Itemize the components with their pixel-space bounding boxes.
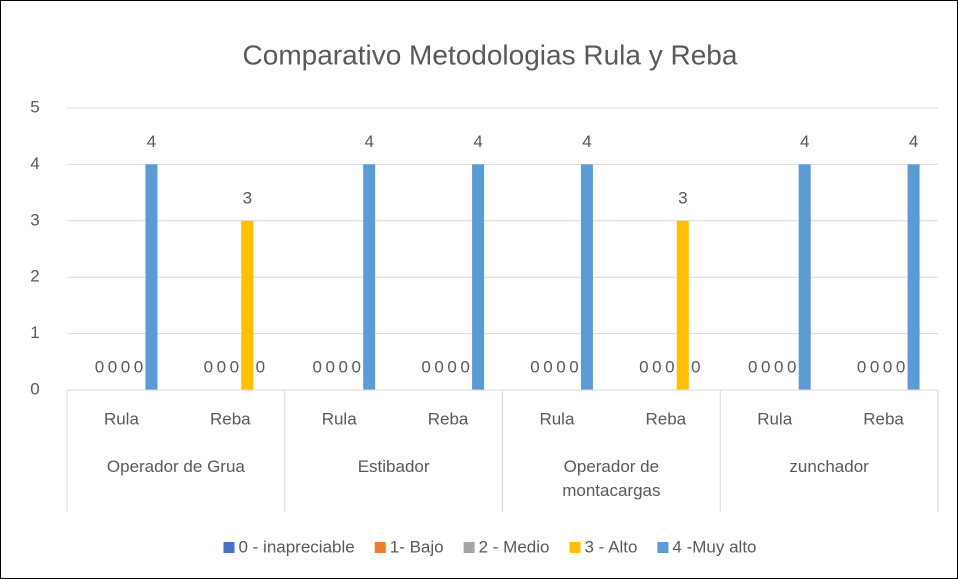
y-tick-label: 5: [30, 97, 39, 116]
data-label: 0: [256, 357, 265, 376]
bar: [798, 164, 811, 390]
group-label: Estibador: [357, 457, 430, 476]
data-label: 0: [434, 357, 443, 376]
x-tick-label: Reba: [863, 409, 904, 428]
x-tick-label: Rula: [757, 409, 793, 428]
data-label: 0: [870, 357, 879, 376]
group-label-box: zunchador: [789, 457, 869, 476]
legend-swatch: [223, 542, 235, 553]
data-label: 0: [556, 357, 565, 376]
bar: [472, 164, 485, 390]
data-label: 0: [530, 357, 539, 376]
data-label: 0: [325, 357, 334, 376]
legend-swatch: [463, 542, 475, 553]
data-label: 0: [639, 357, 648, 376]
legend-swatch: [657, 542, 669, 553]
bar: [363, 164, 376, 390]
y-tick-label: 0: [30, 379, 39, 398]
data-label: 0: [652, 357, 661, 376]
data-label: 0: [774, 357, 783, 376]
legend-label: 1- Bajo: [390, 537, 444, 556]
bar: [580, 164, 593, 390]
data-label: 0: [447, 357, 456, 376]
data-label: 3: [678, 188, 687, 207]
data-label: 0: [787, 357, 796, 376]
legend-label: 2 - Medio: [479, 537, 550, 556]
group-label: Operador de montacargas: [562, 457, 661, 500]
data-label: 0: [351, 357, 360, 376]
bar: [676, 220, 689, 390]
legend-swatch: [569, 542, 581, 553]
data-label: 0: [204, 357, 213, 376]
data-label: 0: [665, 357, 674, 376]
group-label: zunchador: [789, 457, 869, 476]
chart-title: Comparativo Metodologias Rula y Reba: [243, 39, 738, 70]
data-label: 4: [582, 132, 591, 151]
x-tick-label: Rula: [539, 409, 575, 428]
data-label: 4: [800, 132, 809, 151]
group-label-box: Operador de montacargas: [562, 457, 661, 500]
y-tick-label: 4: [30, 154, 39, 173]
data-label: 0: [460, 357, 469, 376]
x-tick-label: Rula: [104, 409, 140, 428]
legend-label: 4 -Muy alto: [672, 537, 756, 556]
group-label: Operador de Grua: [106, 457, 245, 476]
y-tick-label: 2: [30, 267, 39, 286]
data-label: 4: [364, 132, 373, 151]
group-label-box: Operador de Grua: [106, 457, 245, 476]
data-label: 0: [761, 357, 770, 376]
data-label: 0: [748, 357, 757, 376]
data-label: 0: [543, 357, 552, 376]
bar: [241, 220, 254, 390]
data-label: 0: [95, 357, 104, 376]
data-label: 0: [108, 357, 117, 376]
data-label: 0: [896, 357, 905, 376]
x-tick-label: Reba: [428, 409, 469, 428]
data-label: 3: [243, 188, 252, 207]
legend-swatch: [374, 542, 386, 553]
data-label: 0: [569, 357, 578, 376]
group-label-box: Estibador: [357, 457, 430, 476]
data-label: 0: [217, 357, 226, 376]
data-label: 0: [691, 357, 700, 376]
legend-label: 0 - inapreciable: [238, 537, 354, 556]
x-tick-label: Reba: [210, 409, 251, 428]
data-label: 4: [473, 132, 482, 151]
data-label: 0: [421, 357, 430, 376]
bar: [145, 164, 158, 390]
y-tick-label: 3: [30, 210, 39, 229]
x-tick-label: Rula: [322, 409, 358, 428]
data-label: 0: [134, 357, 143, 376]
data-label: 0: [338, 357, 347, 376]
data-label: 0: [857, 357, 866, 376]
data-label: 4: [147, 132, 156, 151]
bar: [907, 164, 920, 390]
x-tick-label: Reba: [645, 409, 686, 428]
legend-label: 3 - Alto: [584, 537, 637, 556]
y-tick-label: 1: [30, 323, 39, 342]
data-label: 0: [230, 357, 239, 376]
data-label: 4: [909, 132, 918, 151]
data-label: 0: [883, 357, 892, 376]
data-label: 0: [121, 357, 130, 376]
data-label: 0: [312, 357, 321, 376]
